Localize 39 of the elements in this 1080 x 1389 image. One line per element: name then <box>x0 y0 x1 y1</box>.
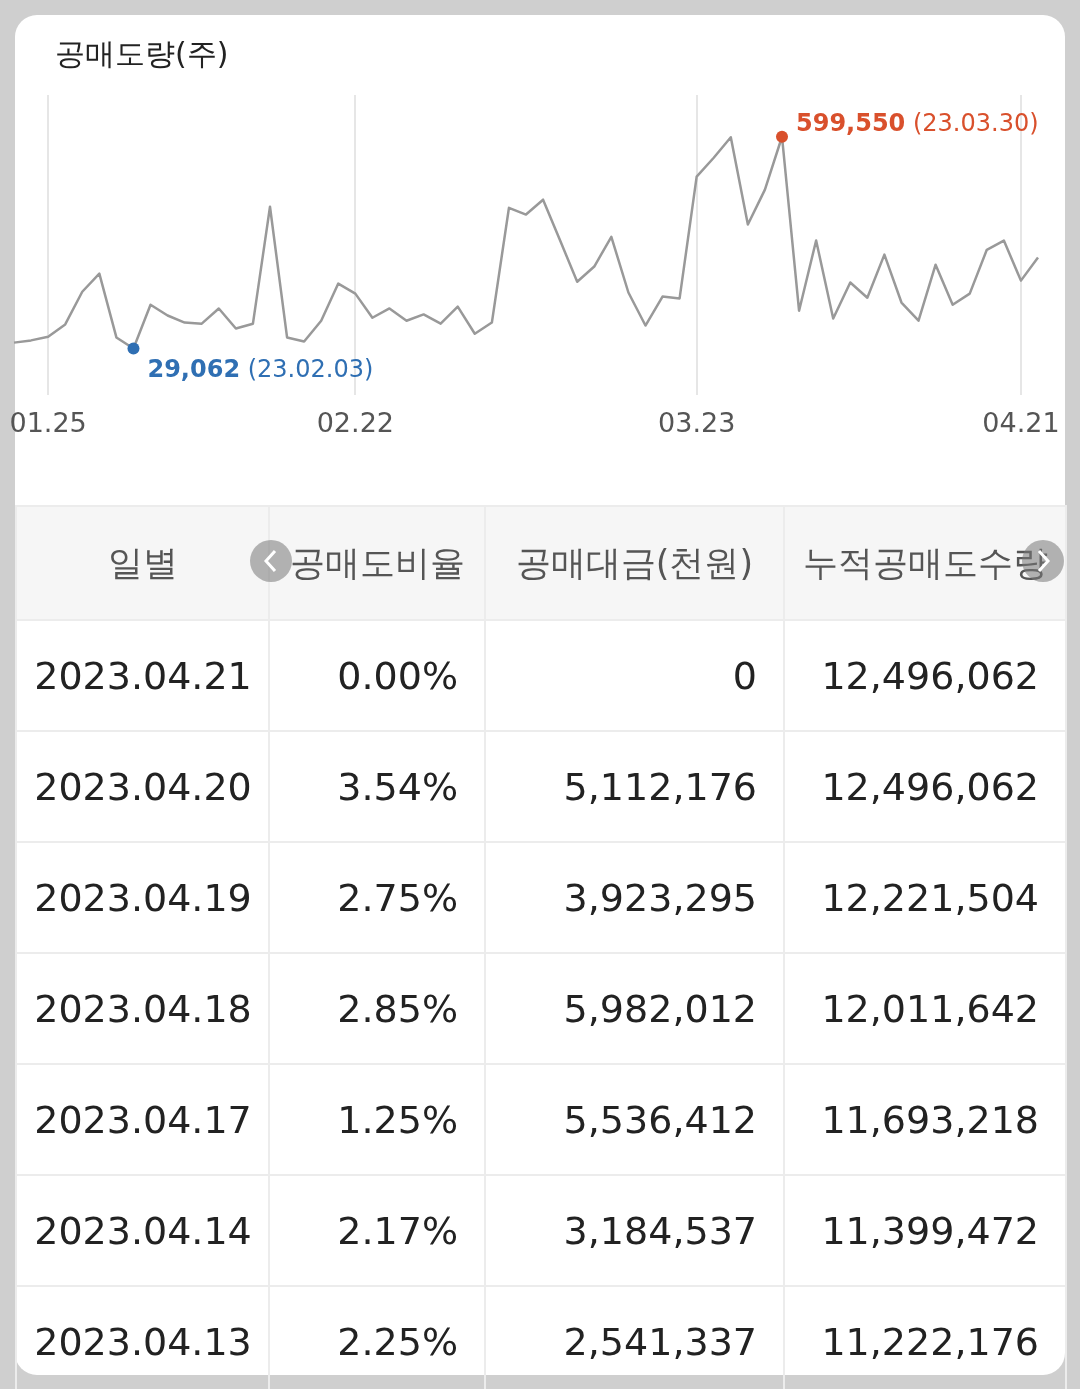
text: 2023.04.21 <box>34 653 252 698</box>
text: 11,693,218 <box>821 1097 1039 1142</box>
text: 2023.04.13 <box>34 1319 252 1364</box>
category-label: 일별 <box>16 506 269 620</box>
text: 2.85% <box>337 986 458 1031</box>
text: 12,011,642 <box>821 986 1039 1031</box>
x-tick-label: 04.21 <box>982 406 1060 438</box>
x-tick-label: 01.25 <box>9 406 87 438</box>
text: 12,496,062 <box>821 653 1039 698</box>
text: 11,222,176 <box>821 1319 1039 1364</box>
text: 12,496,062 <box>821 764 1039 809</box>
text: 2023.04.19 <box>34 875 252 920</box>
text: 3,923,295 <box>563 875 757 920</box>
text: 12,221,504 <box>821 875 1039 920</box>
text: 5,536,412 <box>563 1097 757 1142</box>
x-tick-label: 02.22 <box>316 406 394 438</box>
text: 3,184,537 <box>563 1208 757 1253</box>
category-label: 공매대금(천원) <box>485 506 784 620</box>
text: 3.54% <box>337 764 458 809</box>
data-label: 29,062 (23.02.03) <box>147 354 374 383</box>
text: 2.25% <box>337 1319 458 1364</box>
text: 2023.04.18 <box>34 986 252 1031</box>
x-tick-label: 03.23 <box>658 406 736 438</box>
text: 0 <box>732 653 757 698</box>
category-label: 공매도비율 <box>269 506 485 620</box>
text: 11,399,472 <box>821 1208 1039 1253</box>
text: 5,112,176 <box>563 764 757 809</box>
text: 2023.04.17 <box>34 1097 252 1142</box>
text: 2023.04.20 <box>34 764 252 809</box>
text: 2,541,337 <box>563 1319 757 1364</box>
category-label: 누적공매도수량 <box>784 506 1066 620</box>
text: 5,982,012 <box>563 986 757 1031</box>
text: 1.25% <box>337 1097 458 1142</box>
data-label: 599,550 (23.03.30) <box>796 108 1039 137</box>
text: 2.17% <box>337 1208 458 1253</box>
text: 2023.04.14 <box>34 1208 252 1253</box>
chart-title: 공매도량(주) <box>55 35 229 73</box>
text: 2.75% <box>337 875 458 920</box>
text: 0.00% <box>337 653 458 698</box>
